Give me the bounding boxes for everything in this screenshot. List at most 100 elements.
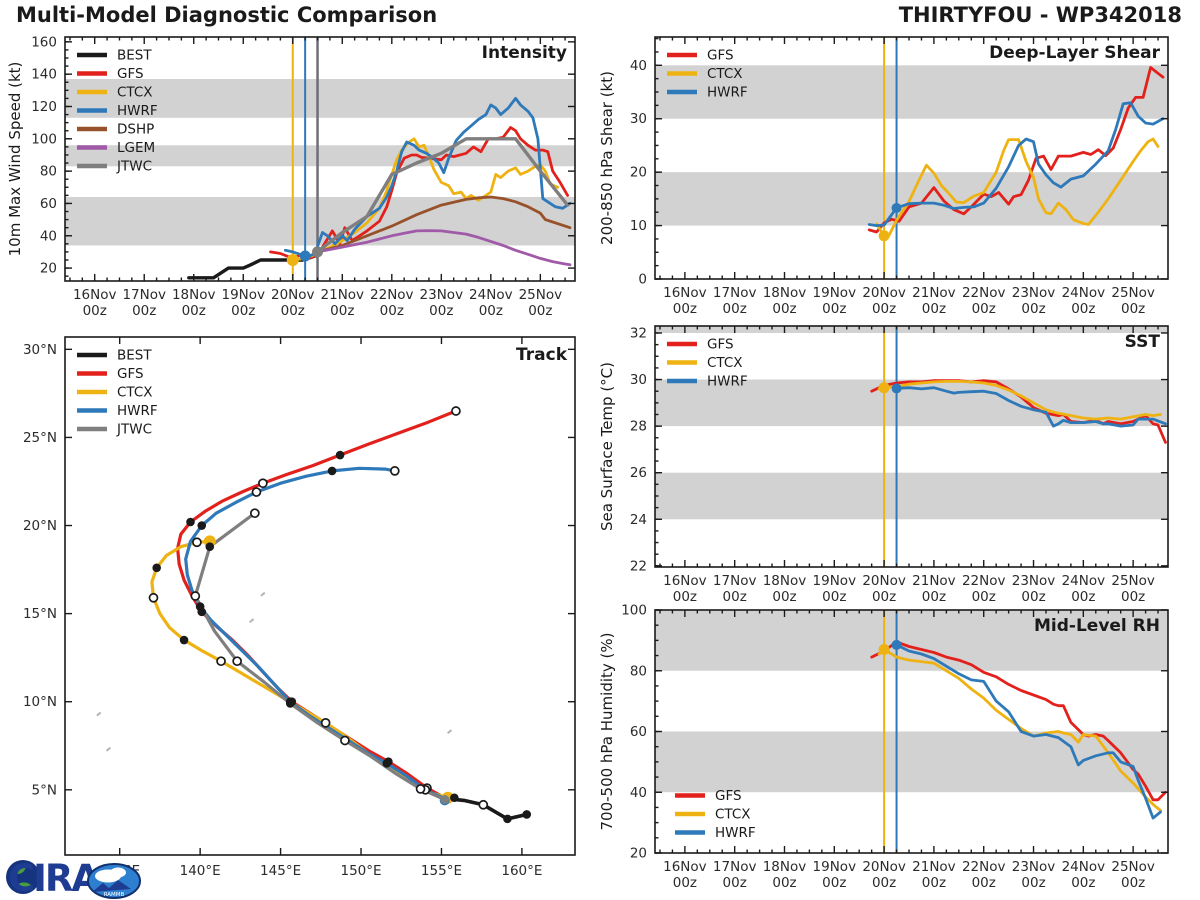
intensity-series-hwrf bbox=[283, 97, 572, 259]
panel-frame bbox=[654, 609, 1169, 854]
category-band bbox=[655, 326, 1168, 333]
panel-bg bbox=[655, 326, 1168, 567]
x-tick-sublabel: 00z bbox=[872, 301, 896, 317]
x-tick-sublabel: 00z bbox=[1021, 301, 1045, 317]
x-tick-label: 16Nov bbox=[663, 859, 707, 875]
x-tick-label: 17Nov bbox=[713, 573, 757, 589]
x-tick-sublabel: 00z bbox=[922, 301, 946, 317]
x-tick-sublabel: 00z bbox=[231, 303, 255, 319]
track-24h-marker bbox=[503, 814, 512, 824]
init-marker-ctcx bbox=[878, 382, 890, 394]
globe-land bbox=[18, 882, 32, 890]
y-tick-label: 100 bbox=[621, 603, 647, 619]
x-tick-label: 25Nov bbox=[1111, 859, 1155, 875]
page-title: Multi-Model Diagnostic Comparison bbox=[16, 3, 438, 27]
rh-series-hwrf bbox=[895, 643, 1162, 820]
legend-label-gfs: GFS bbox=[117, 366, 144, 382]
x-tick-label: 25Nov bbox=[1111, 573, 1155, 589]
init-marker-hwrf bbox=[891, 383, 902, 394]
x-tick-label: 17Nov bbox=[713, 285, 757, 301]
category-band bbox=[655, 65, 1168, 119]
x-tick-sublabel: 00z bbox=[872, 875, 896, 891]
legend-label-hwrf: HWRF bbox=[707, 374, 748, 390]
init-marker-jtwc bbox=[312, 246, 324, 258]
lat-tick-label: 10°N bbox=[23, 694, 57, 710]
x-tick-label: 19Nov bbox=[813, 573, 857, 589]
y-tick-label: 60 bbox=[630, 724, 647, 740]
legend-label-best: BEST bbox=[117, 348, 152, 364]
track-12h-marker bbox=[389, 466, 400, 476]
y-tick-label: 80 bbox=[40, 164, 57, 180]
y-tick-label: 120 bbox=[31, 99, 57, 115]
lon-tick-label: 145°E bbox=[260, 863, 301, 879]
track-24h-marker bbox=[186, 517, 195, 527]
lat-tick-label: 25°N bbox=[23, 430, 57, 446]
x-tick-label: 18Nov bbox=[763, 285, 807, 301]
x-tick-label: 22Nov bbox=[962, 859, 1006, 875]
cira-logo-text: CIRA bbox=[8, 857, 100, 900]
shear-series-hwrf bbox=[867, 101, 1165, 227]
rammb-mountains bbox=[92, 880, 131, 892]
lat-tick-label: 5°N bbox=[32, 782, 57, 798]
x-tick-sublabel: 00z bbox=[822, 589, 846, 605]
x-tick-label: 19Nov bbox=[813, 859, 857, 875]
sst-series-hwrf bbox=[895, 386, 1167, 428]
legend-label-ctcx: CTCX bbox=[707, 66, 743, 82]
x-tick-label: 21Nov bbox=[912, 573, 956, 589]
legend-label-dshp: DSHP bbox=[117, 122, 154, 138]
x-tick-label: 18Nov bbox=[763, 573, 807, 589]
legend-label-hwrf: HWRF bbox=[117, 403, 158, 419]
y-tick-label: 10 bbox=[630, 218, 647, 234]
x-tick-label: 23Nov bbox=[1012, 573, 1056, 589]
legend-label-gfs: GFS bbox=[707, 337, 734, 353]
x-tick-sublabel: 00z bbox=[1021, 875, 1045, 891]
panel-title-rh: Mid-Level RH bbox=[1034, 616, 1160, 636]
track-12h-marker bbox=[190, 591, 201, 601]
lat-tick-label: 30°N bbox=[23, 342, 57, 358]
track-start-dot-jtwc bbox=[440, 795, 450, 804]
panel-title-track: Track bbox=[516, 345, 568, 365]
track-12h-marker bbox=[320, 718, 331, 728]
x-tick-sublabel: 00z bbox=[479, 303, 503, 319]
y-tick-label: 28 bbox=[630, 419, 647, 435]
x-tick-sublabel: 00z bbox=[528, 303, 552, 319]
track-24h-marker bbox=[382, 759, 392, 768]
track-12h-marker bbox=[216, 656, 226, 667]
x-tick-sublabel: 00z bbox=[1121, 301, 1145, 317]
init-marker-ctcx bbox=[286, 253, 299, 266]
track-12h-marker bbox=[251, 487, 262, 497]
x-tick-sublabel: 00z bbox=[673, 875, 697, 891]
x-tick-sublabel: 00z bbox=[281, 303, 305, 319]
x-tick-label: 16Nov bbox=[663, 285, 707, 301]
legend-label-best: BEST bbox=[117, 48, 152, 64]
lat-tick-label: 15°N bbox=[23, 606, 57, 622]
panel-frame bbox=[654, 325, 1169, 568]
track-24h-marker bbox=[335, 450, 345, 460]
island-speck bbox=[105, 746, 111, 752]
init-marker-ctcx bbox=[878, 230, 890, 242]
x-tick-sublabel: 00z bbox=[872, 589, 896, 605]
lon-tick-label: 160°E bbox=[501, 863, 542, 879]
rh-panel: 2040608010016Nov00z17Nov00z18Nov00z19Nov… bbox=[598, 603, 1169, 891]
track-24h-marker bbox=[195, 602, 205, 611]
track-24h-marker bbox=[197, 521, 207, 530]
x-tick-label: 25Nov bbox=[1111, 285, 1155, 301]
y-tick-label: 26 bbox=[630, 465, 647, 481]
init-marker-hwrf bbox=[299, 250, 311, 262]
x-tick-sublabel: 00z bbox=[132, 303, 156, 319]
x-tick-label: 24Nov bbox=[469, 287, 513, 303]
island-speck bbox=[249, 618, 255, 624]
panel-frame bbox=[654, 36, 1169, 280]
y-tick-label: 30 bbox=[630, 111, 647, 127]
island-speck bbox=[96, 711, 102, 717]
x-tick-label: 24Nov bbox=[1062, 573, 1106, 589]
category-band bbox=[65, 79, 575, 118]
x-tick-label: 21Nov bbox=[912, 285, 956, 301]
axis-ticks bbox=[65, 337, 575, 855]
y-axis-label: 200-850 hPa Shear (kt) bbox=[598, 71, 616, 245]
x-tick-sublabel: 00z bbox=[380, 303, 404, 319]
x-tick-label: 18Nov bbox=[172, 287, 216, 303]
x-tick-sublabel: 00z bbox=[1021, 589, 1045, 605]
legend-label-gfs: GFS bbox=[715, 788, 742, 804]
